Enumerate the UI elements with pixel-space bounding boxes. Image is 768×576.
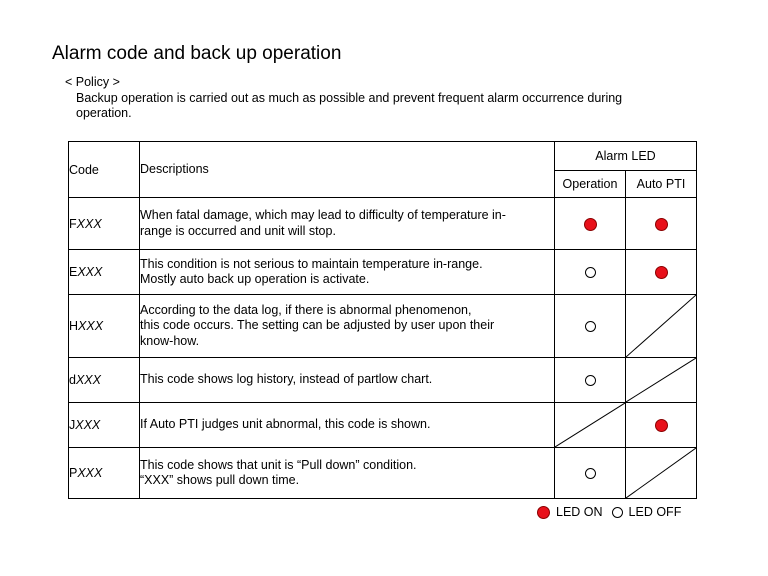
legend-off-label: LED OFF [628,505,682,519]
description-line: This condition is not serious to maintai… [140,256,483,271]
description-cell: This condition is not serious to maintai… [139,249,555,295]
header-alarm-led: Alarm LED [554,141,697,171]
led-off-icon [611,506,623,518]
description-line: According to the data log, if there is a… [140,302,472,317]
description-line: This code shows that unit is “Pull down”… [140,457,417,472]
alarm-code-table: Code Descriptions Alarm LED Operation Au… [68,141,697,499]
policy-heading: < Policy > [65,75,120,89]
description-line: this code occurs. The setting can be adj… [140,318,495,333]
table-header-row: Code Descriptions Alarm LED [68,141,697,198]
description-cell: According to the data log, if there is a… [139,294,555,358]
policy-text: Backup operation is carried out as much … [76,91,623,120]
not-applicable-slash [626,358,696,402]
code-cell: HXXX [68,294,140,358]
operation-led-cell [554,294,626,358]
auto-pti-led-cell [625,447,697,499]
not-applicable-slash [626,295,696,357]
led-legend: LED ON LED OFF [537,505,690,519]
not-applicable-slash [626,448,696,498]
description-line: This code shows log history, instead of … [140,372,433,387]
table-subheader-row: Operation Auto PTI [69,170,697,198]
legend-on-label: LED ON [556,505,603,519]
code-cell: dXXX [68,357,140,403]
code-cell: EXXX [68,249,140,295]
description-cell: This code shows log history, instead of … [139,357,555,403]
auto-pti-led-cell [625,249,697,295]
table-row: dXXX This code shows log history, instea… [68,357,697,403]
led-on-icon [654,419,668,433]
description-line: If Auto PTI judges unit abnormal, this c… [140,417,431,432]
led-on-icon [654,217,668,231]
operation-led-cell [554,197,626,250]
code-cell: FXXX [68,197,140,250]
code-prefix: d [69,373,76,387]
table-row: EXXX This condition is not serious to ma… [68,249,697,295]
operation-led-cell [554,357,626,403]
code-prefix: J [69,418,76,432]
code-suffix: XXX [77,466,103,480]
code-cell: PXXX [68,447,140,499]
description-line: range is occurred and unit will stop. [140,223,336,238]
legend-item-off: LED OFF [611,505,682,519]
led-off-icon [584,375,596,387]
code-suffix: XXX [76,216,102,231]
description-line: know-how. [140,333,200,348]
code-suffix: XXX [77,265,103,279]
auto-pti-led-cell [625,402,697,448]
description-line: Mostly auto back up operation is activat… [140,272,370,286]
auto-pti-led-cell [625,357,697,403]
not-applicable-slash [555,403,625,447]
page-title: Alarm code and back up operation [52,43,342,64]
led-off-icon [584,267,596,279]
code-suffix: XXX [78,319,104,333]
description-line: “XXX” shows pull down time. [140,473,300,487]
legend-item-on: LED ON [537,505,603,519]
auto-pti-led-cell [625,197,697,250]
led-on-icon [537,505,550,519]
code-prefix: F [69,216,77,231]
code-suffix: XXX [75,418,101,432]
description-cell: When fatal damage, which may lead to dif… [139,197,555,250]
led-on-icon [583,217,597,231]
table-row: FXXX When fatal damage, which may lead t… [68,197,697,250]
code-prefix: E [69,265,78,279]
operation-led-cell [554,447,626,499]
table-row: HXXX According to the data log, if there… [68,294,697,358]
code-prefix: P [69,466,78,480]
auto-pti-led-cell [625,294,697,358]
led-off-icon [584,468,596,480]
operation-led-cell [554,402,626,448]
led-on-icon [654,266,668,280]
code-cell: JXXX [68,402,140,448]
description-cell: If Auto PTI judges unit abnormal, this c… [139,402,555,448]
code-suffix: XXX [75,373,101,387]
code-prefix: H [69,319,79,333]
operation-led-cell [554,249,626,295]
led-off-icon [584,321,596,333]
header-code: Code [68,141,140,198]
header-operation: Operation [554,170,626,198]
description-line: When fatal damage, which may lead to dif… [140,208,506,222]
table-row: PXXX This code shows that unit is “Pull … [68,447,697,499]
header-auto-pti: Auto PTI [625,170,697,198]
table-row: JXXX If Auto PTI judges unit abnormal, t… [68,402,697,448]
header-descriptions: Descriptions [139,141,555,198]
description-cell: This code shows that unit is “Pull down”… [139,447,555,499]
